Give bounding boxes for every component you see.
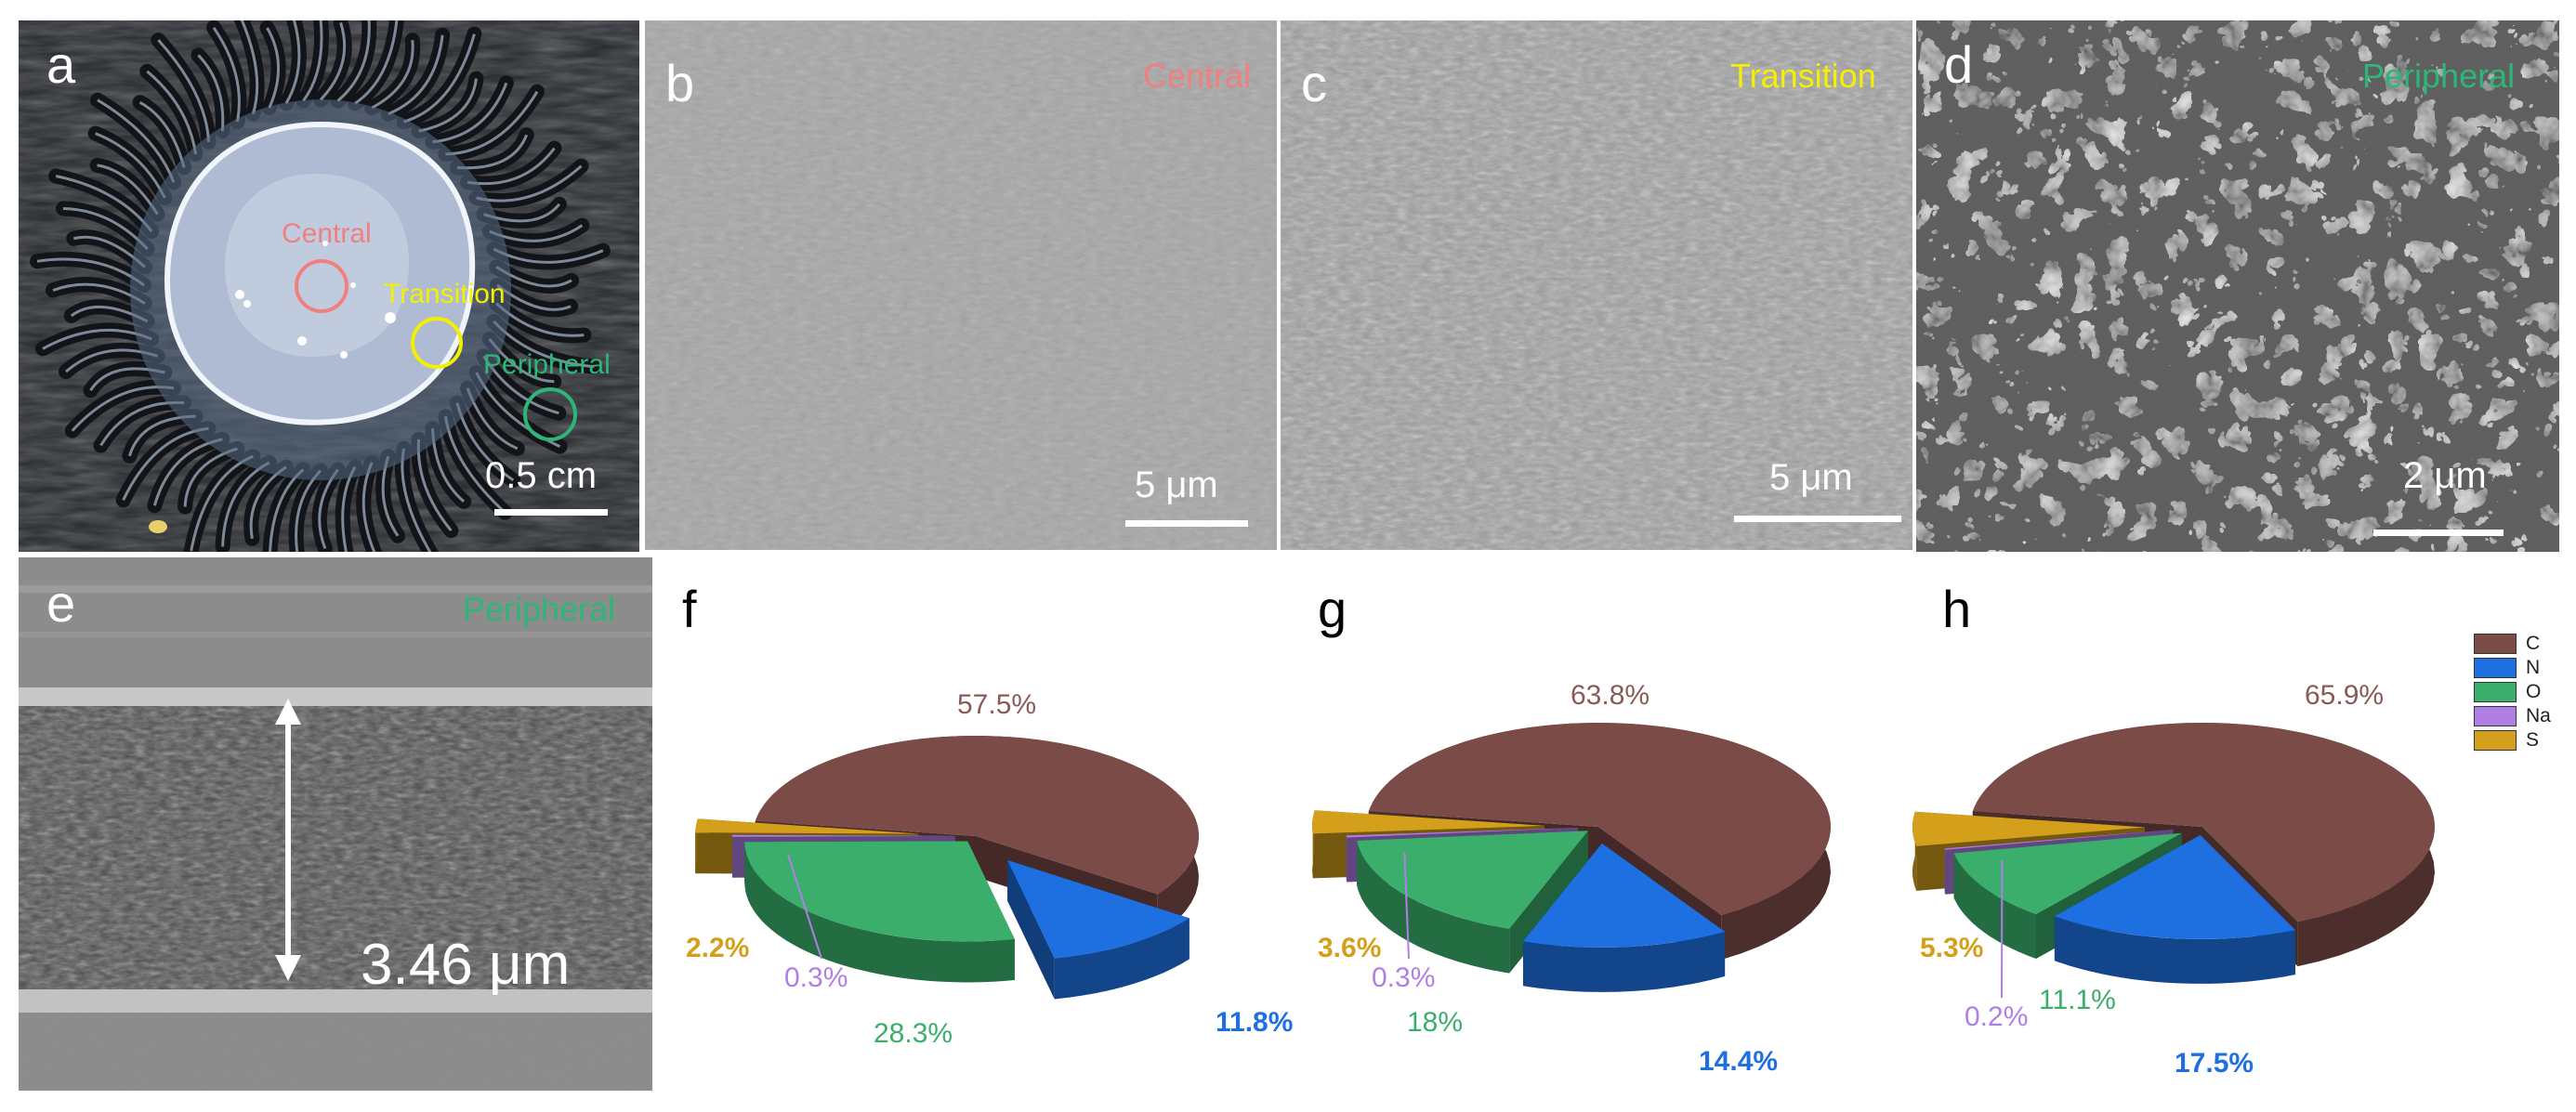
pie-slice-N — [1007, 859, 1189, 1000]
thickness-label: 3.46 μm — [361, 933, 571, 997]
fringe-finger-edge — [284, 20, 301, 105]
fringe-finger-edge — [197, 54, 225, 132]
fringe-finger-edge — [418, 78, 478, 133]
scale-bar-a — [494, 509, 608, 516]
pie-label-C: 63.8% — [1571, 680, 1649, 711]
legend-label-S: S — [2526, 729, 2540, 751]
panel-b-sem: b Central 5 μm — [645, 20, 1277, 550]
scale-bar-label-a: 0.5 cm — [485, 455, 598, 496]
leader-line-Na — [1403, 852, 1410, 960]
panel-label-a: a — [46, 35, 76, 94]
panel-label-f: f — [682, 580, 697, 638]
pie-slice-N — [1522, 843, 1726, 992]
pie-label-Na: 0.2% — [1965, 1001, 2028, 1032]
pie-slice-N — [2054, 834, 2296, 984]
fringe-finger-edge — [371, 40, 414, 110]
panel-e-sem: e Peripheral 3.46 μm — [19, 557, 652, 1091]
panel-label-h: h — [1942, 580, 1972, 638]
fringe-finger-edge — [388, 34, 444, 116]
leader-line-Na — [787, 854, 822, 960]
panel-label-g: g — [1318, 580, 1347, 638]
legend-swatch-N — [2474, 658, 2517, 678]
legend-swatch-S — [2474, 730, 2517, 751]
pie-label-S: 2.2% — [686, 933, 749, 963]
fringe-finger-edge — [336, 20, 371, 102]
transition-marker — [411, 317, 463, 369]
pie-label-O: 28.3% — [874, 1018, 953, 1049]
scale-bar-label-c: 5 μm — [1769, 457, 1853, 498]
legend-swatch-C — [2474, 634, 2517, 654]
legend-swatch-O — [2474, 682, 2517, 702]
central-marker — [295, 259, 348, 313]
fringe-finger-edge — [467, 147, 556, 186]
pie-chart-g: 63.8% 14.4% 18% 0.3%3.6% — [1312, 680, 1832, 1077]
sem-image-cross-section — [19, 557, 652, 1091]
pie-label-N: 11.8% — [1216, 1007, 1293, 1038]
peripheral-tag-d: Peripheral — [2362, 57, 2516, 95]
legend-label-C: C — [2526, 633, 2541, 654]
central-tag-b: Central — [1143, 57, 1252, 95]
peripheral-tag: Peripheral — [483, 349, 611, 380]
pie-label-S: 5.3% — [1920, 933, 1983, 963]
peripheral-marker — [523, 387, 577, 441]
pie-label-S: 3.6% — [1318, 933, 1381, 963]
pie-label-C: 65.9% — [2305, 680, 2384, 711]
scale-bar-d — [2373, 530, 2504, 536]
sem-image-peripheral — [1916, 20, 2559, 552]
pie-label-N: 14.4% — [1699, 1046, 1778, 1077]
legend-label-Na: Na — [2526, 705, 2551, 726]
sem-image-central — [645, 20, 1277, 550]
fringe-finger-edge — [432, 82, 508, 144]
fringe-finger-edge — [240, 20, 259, 115]
transition-tag: Transition — [384, 279, 506, 309]
pie-chart-h: 65.9% 17.5% 11.1% 0.2% 5.3% — [1912, 680, 2436, 1079]
panel-label-d: d — [1944, 35, 1974, 94]
fringe-finger-edge — [403, 33, 476, 124]
fringe-finger-edge — [97, 98, 176, 183]
fringe-finger-edge — [266, 27, 281, 109]
scale-bar-label-b: 5 μm — [1135, 464, 1218, 505]
pie-label-C: 57.5% — [957, 689, 1036, 720]
membrane-photo — [19, 20, 639, 552]
pie-label-Na: 0.3% — [1372, 962, 1435, 993]
fringe-finger-edge — [146, 70, 198, 155]
panel-a-photo: a Central Transition Peripheral 0.5 cm — [19, 20, 639, 552]
transition-tag-c: Transition — [1730, 57, 1876, 95]
scale-bar-b — [1125, 520, 1248, 527]
scale-bar-c — [1734, 516, 1901, 522]
fringe-finger-edge — [319, 21, 347, 101]
fringe-finger-edge — [456, 134, 529, 170]
pie-label-N: 17.5% — [2175, 1048, 2254, 1079]
fringe-finger-edge — [445, 90, 539, 156]
scale-bar-label-d: 2 μm — [2403, 455, 2487, 496]
legend-label-O: O — [2526, 681, 2542, 702]
fringe-finger-edge — [302, 20, 323, 102]
pie-slice-O — [744, 841, 1015, 983]
fringe-finger-edge — [354, 20, 399, 105]
pie-chart-f: 57.5% 11.8% 28.3% 0.3% 2.2% — [686, 689, 1293, 1049]
pie-slice-O — [1357, 831, 1588, 974]
panel-label-c: c — [1301, 54, 1327, 112]
pie-label-O: 18% — [1407, 1007, 1463, 1038]
pie-label-Na: 0.3% — [784, 962, 848, 993]
legend-swatch-Na — [2474, 706, 2517, 726]
panel-label-b: b — [665, 54, 695, 112]
fringe-finger-edge — [138, 100, 186, 168]
peripheral-tag-e: Peripheral — [463, 590, 616, 628]
sem-image-transition — [1281, 20, 1912, 550]
legend-label-N: N — [2526, 657, 2541, 678]
central-tag: Central — [282, 218, 372, 249]
fringe-finger-edge — [212, 26, 241, 123]
fringe-finger-edge — [157, 39, 210, 142]
panel-c-sem: c Transition 5 μm — [1281, 20, 1912, 550]
panel-d-sem: d Peripheral 2 μm — [1916, 20, 2559, 552]
panel-label-e: e — [46, 574, 76, 633]
pie-label-O: 11.1% — [2039, 985, 2116, 1015]
